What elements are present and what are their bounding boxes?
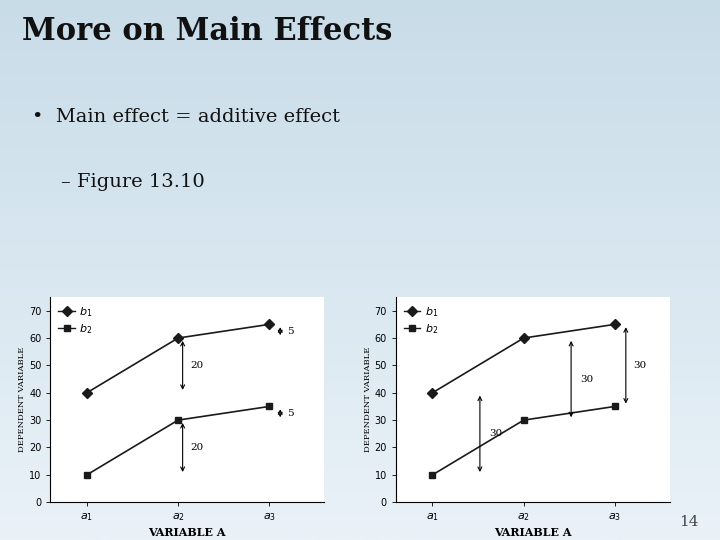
Text: •  Main effect = additive effect: • Main effect = additive effect	[32, 108, 341, 126]
Text: 5: 5	[287, 409, 294, 418]
Text: 14: 14	[679, 515, 698, 529]
Text: 30: 30	[580, 375, 593, 383]
Text: – Figure 13.10: – Figure 13.10	[61, 173, 205, 191]
Text: 5: 5	[287, 327, 294, 336]
X-axis label: VARIABLE A: VARIABLE A	[494, 527, 572, 538]
Legend: $b_1$, $b_2$: $b_1$, $b_2$	[402, 302, 441, 338]
Text: 30: 30	[633, 361, 647, 370]
Text: 30: 30	[489, 429, 503, 438]
Legend: $b_1$, $b_2$: $b_1$, $b_2$	[56, 302, 95, 338]
X-axis label: VARIABLE A: VARIABLE A	[148, 527, 226, 538]
Y-axis label: DEPENDENT VARIABLE: DEPENDENT VARIABLE	[18, 347, 26, 453]
Text: More on Main Effects: More on Main Effects	[22, 16, 392, 47]
Y-axis label: DEPENDENT VARIABLE: DEPENDENT VARIABLE	[364, 347, 372, 453]
Text: 20: 20	[190, 443, 203, 452]
Text: 20: 20	[190, 361, 203, 370]
